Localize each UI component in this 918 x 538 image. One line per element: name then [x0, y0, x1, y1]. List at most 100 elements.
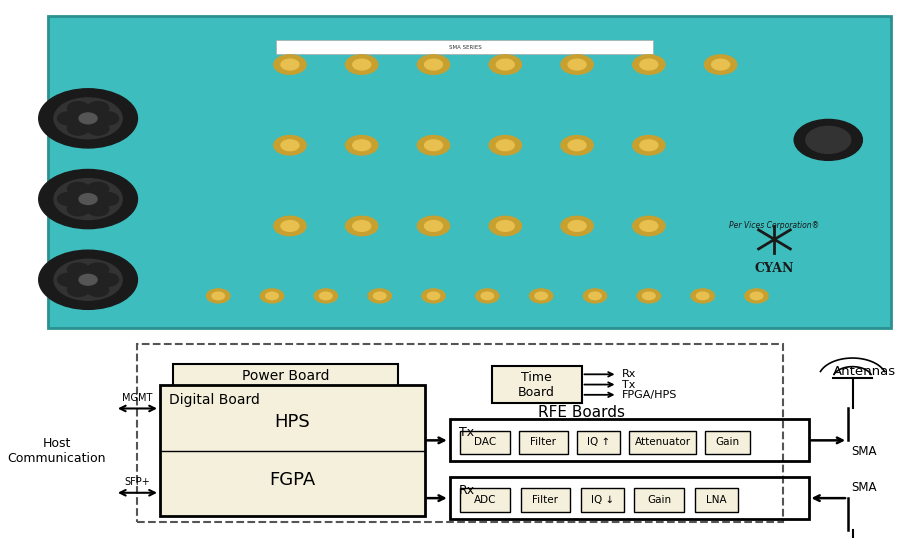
- Text: RFE Boards: RFE Boards: [538, 405, 625, 420]
- Circle shape: [54, 98, 122, 139]
- Circle shape: [633, 136, 665, 155]
- Circle shape: [424, 140, 442, 151]
- FancyBboxPatch shape: [629, 431, 697, 454]
- Circle shape: [353, 140, 371, 151]
- Text: ADC: ADC: [474, 495, 497, 505]
- Circle shape: [561, 216, 593, 236]
- Circle shape: [79, 113, 97, 124]
- Circle shape: [39, 250, 138, 309]
- Circle shape: [418, 216, 450, 236]
- Circle shape: [67, 102, 89, 115]
- Circle shape: [489, 216, 521, 236]
- FancyBboxPatch shape: [705, 431, 750, 454]
- Text: IQ ↓: IQ ↓: [590, 495, 614, 505]
- Circle shape: [87, 102, 108, 115]
- Text: CYAN: CYAN: [755, 263, 794, 275]
- Text: MGMT: MGMT: [122, 393, 152, 403]
- Circle shape: [418, 55, 450, 74]
- Circle shape: [497, 59, 514, 70]
- Circle shape: [281, 59, 299, 70]
- Circle shape: [314, 289, 338, 303]
- Text: Power Board: Power Board: [241, 369, 330, 384]
- Circle shape: [588, 292, 601, 300]
- FancyBboxPatch shape: [577, 431, 621, 454]
- Circle shape: [568, 221, 586, 231]
- Text: SMA SERIES: SMA SERIES: [449, 45, 481, 50]
- Circle shape: [87, 182, 108, 195]
- Circle shape: [67, 284, 89, 296]
- Circle shape: [345, 216, 378, 236]
- Circle shape: [697, 292, 709, 300]
- Circle shape: [633, 55, 665, 74]
- Text: SFP+: SFP+: [125, 477, 151, 487]
- Circle shape: [58, 112, 79, 125]
- Text: Rx: Rx: [459, 484, 475, 497]
- Circle shape: [212, 292, 225, 300]
- Circle shape: [87, 263, 108, 276]
- Text: Digital Board: Digital Board: [169, 393, 260, 407]
- Circle shape: [87, 203, 108, 216]
- Circle shape: [744, 289, 768, 303]
- FancyBboxPatch shape: [581, 489, 623, 512]
- FancyBboxPatch shape: [634, 489, 684, 512]
- Circle shape: [561, 55, 593, 74]
- Text: Antennas: Antennas: [833, 365, 896, 378]
- Circle shape: [476, 289, 499, 303]
- Circle shape: [422, 289, 445, 303]
- Text: SMA: SMA: [851, 481, 877, 494]
- Circle shape: [568, 140, 586, 151]
- Circle shape: [497, 221, 514, 231]
- Circle shape: [39, 89, 138, 148]
- Circle shape: [489, 136, 521, 155]
- Circle shape: [427, 292, 440, 300]
- Circle shape: [489, 55, 521, 74]
- Circle shape: [67, 122, 89, 135]
- Circle shape: [87, 284, 108, 296]
- FancyBboxPatch shape: [48, 16, 891, 328]
- Circle shape: [640, 221, 658, 231]
- FancyBboxPatch shape: [174, 364, 397, 388]
- Circle shape: [274, 55, 306, 74]
- Circle shape: [97, 193, 118, 206]
- Circle shape: [67, 263, 89, 276]
- Text: Gain: Gain: [716, 437, 740, 447]
- Circle shape: [97, 273, 118, 286]
- Circle shape: [535, 292, 547, 300]
- FancyBboxPatch shape: [461, 431, 509, 454]
- Circle shape: [87, 122, 108, 135]
- Text: Host
Communication: Host Communication: [7, 437, 106, 465]
- Circle shape: [633, 216, 665, 236]
- Circle shape: [281, 140, 299, 151]
- Circle shape: [345, 55, 378, 74]
- Text: Tx: Tx: [621, 380, 635, 390]
- Circle shape: [39, 169, 138, 229]
- Circle shape: [97, 112, 118, 125]
- Circle shape: [418, 136, 450, 155]
- Circle shape: [691, 289, 714, 303]
- Circle shape: [497, 140, 514, 151]
- Circle shape: [54, 259, 122, 300]
- Text: IQ ↑: IQ ↑: [587, 437, 610, 447]
- Circle shape: [643, 292, 655, 300]
- FancyBboxPatch shape: [695, 489, 738, 512]
- Text: Attenuator: Attenuator: [634, 437, 691, 447]
- Circle shape: [58, 193, 79, 206]
- Circle shape: [274, 216, 306, 236]
- Text: Per Vices Corporation®: Per Vices Corporation®: [729, 222, 820, 230]
- Circle shape: [640, 140, 658, 151]
- Circle shape: [481, 292, 494, 300]
- Circle shape: [424, 221, 442, 231]
- Text: Filter: Filter: [531, 437, 556, 447]
- Circle shape: [319, 292, 332, 300]
- Circle shape: [561, 136, 593, 155]
- Circle shape: [711, 59, 730, 70]
- Circle shape: [806, 126, 851, 153]
- Text: Gain: Gain: [647, 495, 671, 505]
- FancyBboxPatch shape: [276, 40, 654, 54]
- Circle shape: [750, 292, 763, 300]
- Circle shape: [207, 289, 230, 303]
- Circle shape: [67, 203, 89, 216]
- Text: Tx: Tx: [459, 426, 474, 439]
- Text: LNA: LNA: [706, 495, 726, 505]
- Circle shape: [274, 136, 306, 155]
